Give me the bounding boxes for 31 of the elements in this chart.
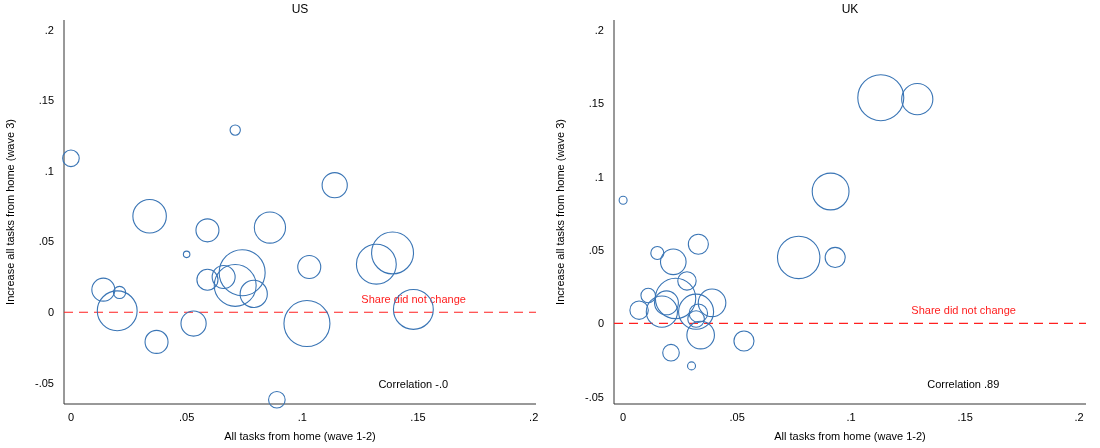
y-axis-title: Increase all tasks from home (wave 3) <box>554 119 566 305</box>
x-tick-label: .1 <box>846 411 856 423</box>
x-tick-label: .2 <box>1074 411 1084 423</box>
y-tick-label: .1 <box>44 164 54 177</box>
x-tick-label: .05 <box>729 411 745 423</box>
x-tick-label: .1 <box>297 411 307 423</box>
annotation: Correlation .89 <box>927 378 1000 390</box>
y-tick-label: -.05 <box>585 390 604 403</box>
y-tick-label: .2 <box>44 23 54 36</box>
y-tick-label: .15 <box>38 94 54 107</box>
x-tick-label: .05 <box>178 411 195 423</box>
y-tick-label: .05 <box>588 243 604 256</box>
y-tick-label: .05 <box>38 235 54 248</box>
y-tick-label: -.05 <box>35 376 54 389</box>
x-tick-label: .15 <box>957 411 973 423</box>
x-axis-title: All tasks from home (wave 1-2) <box>224 430 376 442</box>
chart-title: US <box>291 2 309 16</box>
x-axis-title: All tasks from home (wave 1-2) <box>774 430 926 442</box>
y-tick-label: .15 <box>588 97 604 110</box>
ref-line-label: Share did not change <box>911 304 1016 317</box>
y-tick-label: .2 <box>594 24 604 37</box>
chart-title: UK <box>841 2 859 16</box>
y-tick-label: .1 <box>594 170 604 183</box>
x-tick-label: .2 <box>529 411 539 423</box>
x-tick-label: .15 <box>410 411 426 423</box>
x-tick-label: 0 <box>67 411 74 423</box>
y-tick-label: 0 <box>597 317 604 330</box>
y-tick-label: 0 <box>47 306 54 319</box>
y-axis-title: Increase all tasks from home (wave 3) <box>4 119 16 305</box>
annotation: Correlation -.0 <box>378 378 449 390</box>
x-tick-label: 0 <box>620 411 627 423</box>
